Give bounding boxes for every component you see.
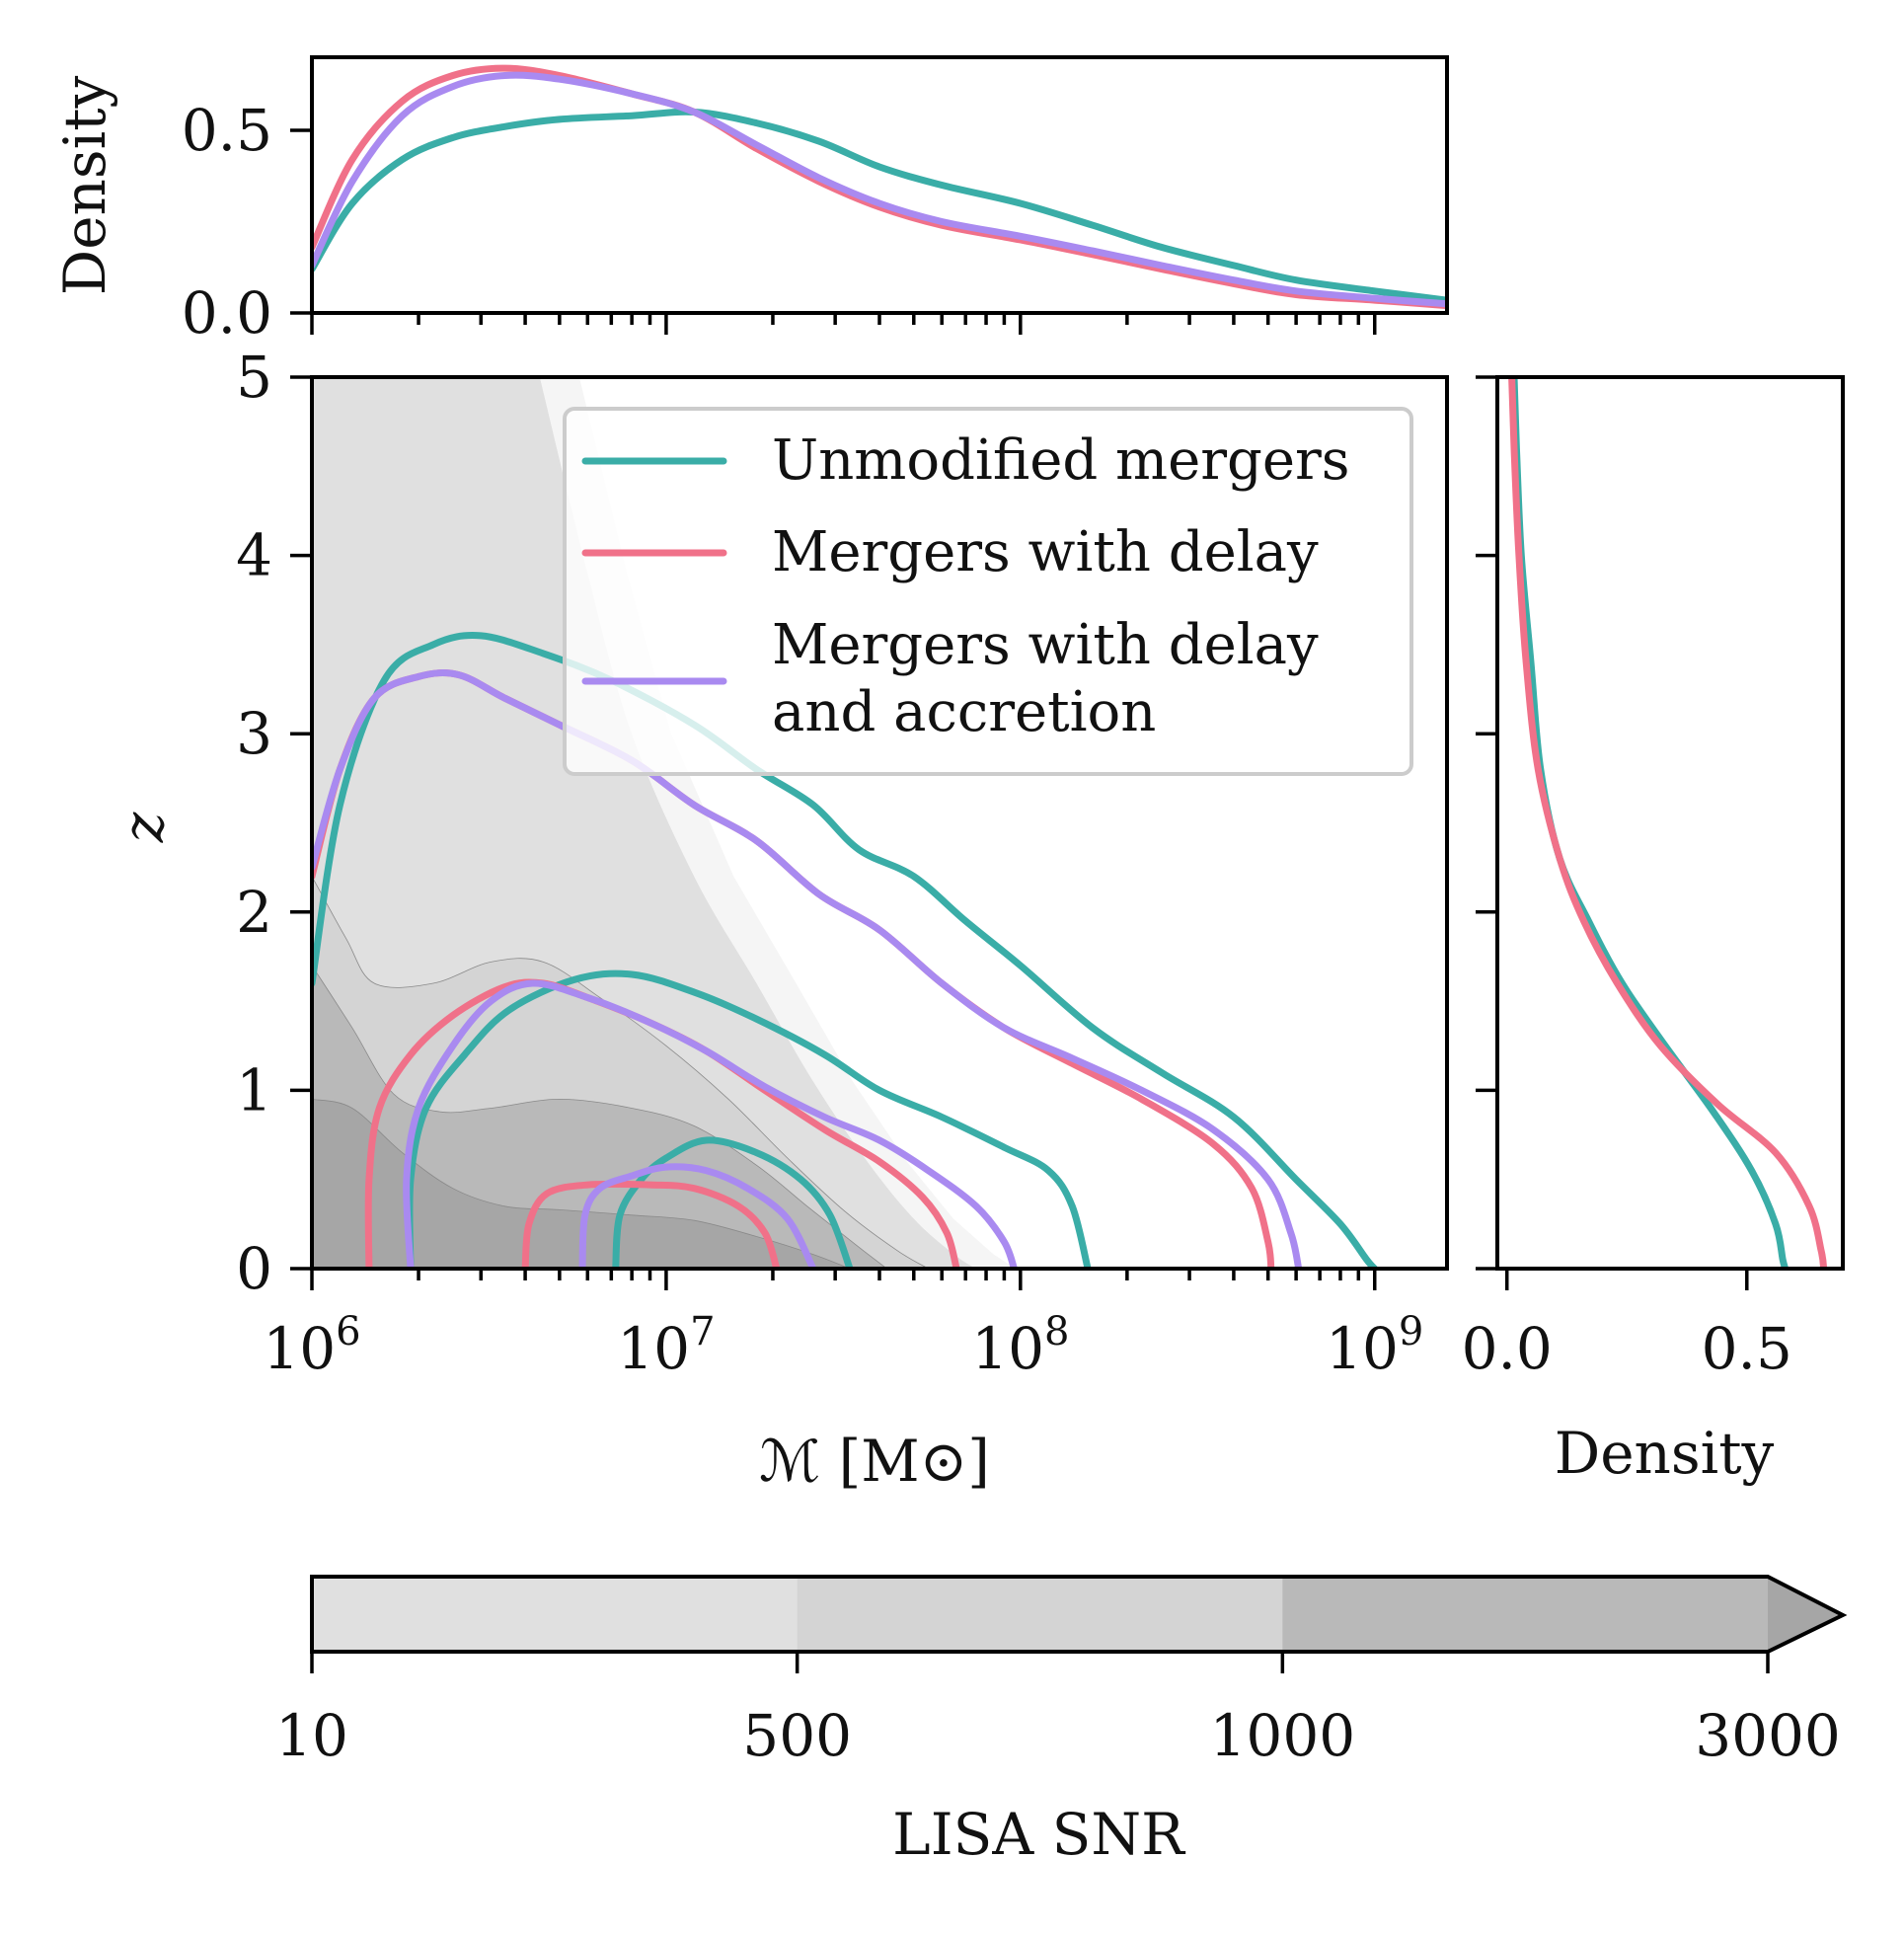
right-marginal-panel: 0.0 0.5 Density bbox=[1462, 375, 1845, 1487]
contour-mergers-with-delay-inner bbox=[521, 1180, 781, 1269]
main-yticks: 0 1 2 3 4 5 bbox=[236, 344, 312, 1302]
legend-label-unmodified: Unmodified mergers bbox=[772, 428, 1349, 493]
top-kde-mergers-with-delay bbox=[312, 64, 1447, 310]
right-kde-unmodified-mergers bbox=[1510, 377, 1790, 1269]
right-xtick-label: 0.0 bbox=[1462, 1315, 1553, 1382]
top-kde-unmodified-mergers bbox=[312, 108, 1447, 304]
contour-unmodified-mergers-middle bbox=[406, 969, 1092, 1269]
legend-box bbox=[563, 407, 1413, 776]
legend: Unmodified mergers Mergers with delay Me… bbox=[563, 407, 1413, 776]
main-ytick-label: 4 bbox=[236, 522, 272, 589]
contour-unmodified-mergers-inner bbox=[612, 1136, 854, 1269]
colorbar: 10 500 1000 3000 LISA SNR bbox=[275, 1575, 1848, 1868]
main-panel: Unmodified mergers Mergers with delay Me… bbox=[110, 344, 1449, 1495]
right-marginal-xlabel: Density bbox=[1555, 1420, 1775, 1487]
top-ytick-label: 0.5 bbox=[182, 97, 272, 164]
main-xtick-label: 106 bbox=[263, 1309, 360, 1382]
top-marginal-curves bbox=[312, 64, 1447, 310]
colorbar-tick-label: 10 bbox=[275, 1702, 348, 1769]
main-ylabel: z bbox=[110, 812, 177, 843]
contour-mergers-with-delay-and-accretion-inner bbox=[578, 1163, 817, 1269]
main-ytick-label: 5 bbox=[236, 344, 272, 411]
contour-mergers-with-delay-and-accretion-middle bbox=[403, 979, 1018, 1269]
right-marginal-curves bbox=[1508, 377, 1828, 1269]
colorbar-segment bbox=[1282, 1577, 1769, 1652]
colorbar-outline bbox=[310, 1575, 1848, 1654]
snr-band-snr-3000 bbox=[312, 1098, 851, 1269]
main-xtick-label: 109 bbox=[1326, 1309, 1423, 1382]
legend-label-delay-accretion-1: Mergers with delay bbox=[772, 613, 1319, 677]
colorbar-tick-label: 500 bbox=[742, 1702, 852, 1769]
right-marginal-xticks: 0.0 0.5 bbox=[1462, 1269, 1792, 1382]
main-xticks: 106 107 108 109 bbox=[263, 1269, 1423, 1382]
top-kde-mergers-with-delay-and-accretion bbox=[312, 71, 1447, 308]
right-marginal-yticks bbox=[1476, 375, 1497, 1271]
main-xtick-label: 107 bbox=[617, 1309, 715, 1382]
colorbar-extend-arrow bbox=[1768, 1577, 1843, 1652]
colorbar-tick-label: 3000 bbox=[1695, 1702, 1841, 1769]
top-marginal-xticks bbox=[310, 313, 1377, 335]
right-kde-mergers-with-delay bbox=[1508, 377, 1828, 1269]
colorbar-tick-label: 1000 bbox=[1210, 1702, 1356, 1769]
main-ytick-label: 1 bbox=[236, 1056, 272, 1123]
main-ytick-label: 2 bbox=[236, 879, 272, 946]
top-marginal-ylabel: Density bbox=[51, 75, 118, 295]
right-xtick-label: 0.5 bbox=[1702, 1315, 1792, 1382]
kde-contours bbox=[312, 632, 1379, 1269]
legend-label-delay: Mergers with delay bbox=[772, 520, 1319, 584]
legend-label-delay-accretion-2: and accretion bbox=[772, 680, 1156, 744]
top-marginal-panel: 0.0 0.5 Density bbox=[51, 55, 1449, 347]
main-ytick-label: 0 bbox=[236, 1235, 272, 1302]
contour-unmodified-mergers-outer bbox=[312, 632, 1379, 1269]
main-xtick-label: 108 bbox=[971, 1309, 1069, 1382]
top-marginal-yticks: 0.0 0.5 bbox=[182, 97, 312, 347]
contour-mergers-with-delay-and-accretion-outer bbox=[312, 669, 1303, 1269]
top-ytick-label: 0.0 bbox=[182, 279, 272, 347]
colorbar-segments bbox=[312, 1577, 1843, 1652]
colorbar-segment bbox=[312, 1577, 799, 1652]
main-ytick-label: 3 bbox=[236, 700, 272, 767]
main-xlabel: ℳ [M⊙] bbox=[759, 1428, 990, 1495]
right-marginal-frame bbox=[1495, 375, 1845, 1271]
colorbar-ticks: 10 500 1000 3000 bbox=[275, 1652, 1841, 1769]
colorbar-label: LISA SNR bbox=[892, 1801, 1186, 1868]
colorbar-segment bbox=[797, 1577, 1284, 1652]
